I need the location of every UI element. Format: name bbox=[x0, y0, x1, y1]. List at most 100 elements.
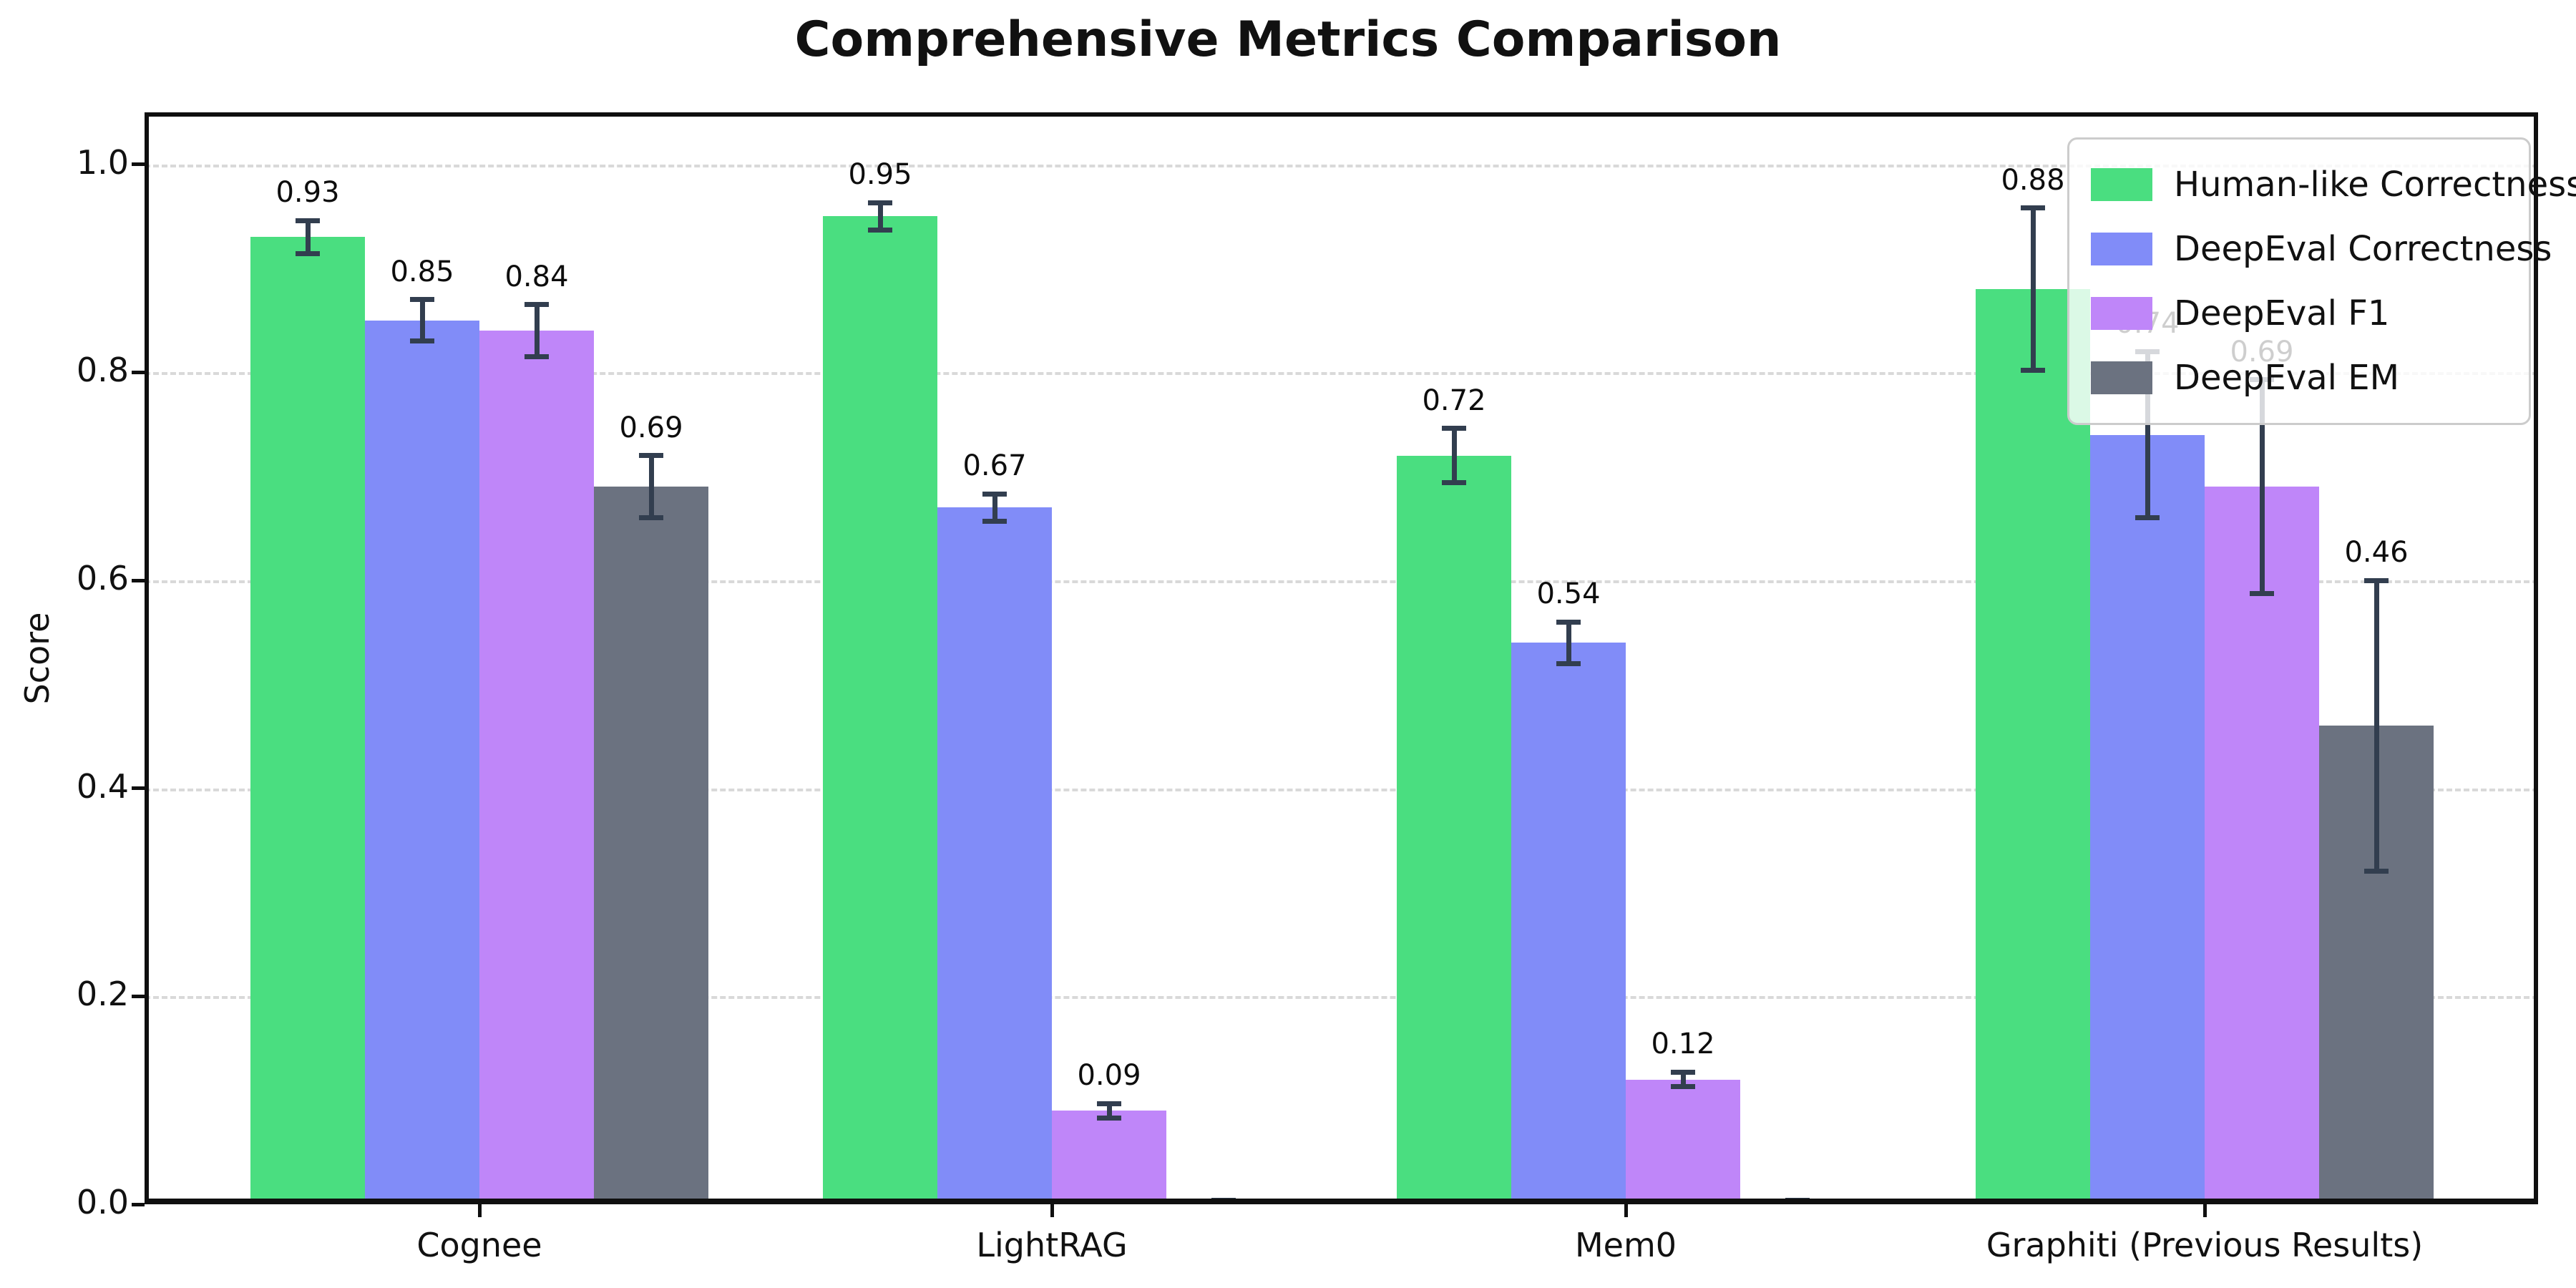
error-bar-cap-top bbox=[639, 453, 663, 459]
y-tick-mark bbox=[132, 162, 145, 167]
y-tick-label: 0.4 bbox=[76, 766, 129, 806]
legend-label: DeepEval EM bbox=[2174, 358, 2399, 398]
error-bar-cap-top bbox=[1097, 1101, 1121, 1106]
y-tick-label: 0.6 bbox=[76, 559, 129, 597]
chart-title: Comprehensive Metrics Comparison bbox=[794, 11, 1782, 68]
legend-label: Human-like Correctness bbox=[2174, 165, 2576, 205]
error-bar-cap-bottom bbox=[868, 227, 892, 233]
legend: Human-like Correctness DeepEval Correctne… bbox=[2067, 137, 2576, 425]
x-tick-label: Cognee bbox=[416, 1226, 542, 1264]
x-tick-mark bbox=[1624, 1204, 1628, 1217]
error-bar-cap-top bbox=[2364, 577, 2389, 583]
bar-value-label: 0.95 bbox=[848, 158, 912, 192]
error-bar-cap-bottom bbox=[1442, 479, 1466, 485]
error-bar bbox=[877, 203, 883, 230]
legend-swatch bbox=[2091, 168, 2152, 201]
y-tick-label: 0.0 bbox=[76, 1183, 129, 1221]
bar-value-label: 0.69 bbox=[619, 411, 683, 444]
error-bar bbox=[2145, 351, 2150, 518]
bar-value-label: 0.72 bbox=[1422, 384, 1486, 417]
error-bar-cap-top bbox=[1442, 426, 1466, 431]
right-spine bbox=[2534, 112, 2538, 1204]
left-spine bbox=[145, 112, 149, 1204]
error-bar-cap-top bbox=[2021, 205, 2045, 211]
legend-item: DeepEval Correctness bbox=[2091, 229, 2552, 269]
plot-area: 0.930.950.720.880.850.670.540.740.840.09… bbox=[145, 112, 2538, 1204]
error-bar-cap-bottom bbox=[296, 251, 320, 257]
bar-value-label: 0.93 bbox=[275, 176, 340, 210]
error-bar bbox=[419, 299, 425, 341]
gridline bbox=[145, 580, 2538, 583]
y-tick-label: 0.2 bbox=[76, 975, 129, 1014]
legend-item: DeepEval EM bbox=[2091, 358, 2507, 398]
x-tick-mark bbox=[2202, 1204, 2207, 1217]
error-bar-cap-bottom bbox=[639, 515, 663, 521]
y-tick-label: 1.0 bbox=[76, 142, 129, 182]
y-tick-label: 0.8 bbox=[76, 351, 129, 390]
gridline bbox=[145, 372, 2538, 376]
error-bar bbox=[1106, 1103, 1112, 1118]
error-bar-cap-bottom bbox=[1097, 1115, 1121, 1121]
bar-value-label: 0.67 bbox=[962, 449, 1027, 483]
bar-deepeval-f1 bbox=[2205, 487, 2319, 1204]
error-bar bbox=[534, 304, 540, 357]
bar-human-like-correctness bbox=[1976, 289, 2090, 1204]
error-bar bbox=[2030, 208, 2036, 371]
error-bar-cap-bottom bbox=[410, 338, 434, 344]
bar-value-label: 0.09 bbox=[1077, 1059, 1141, 1093]
y-tick-mark bbox=[132, 370, 145, 374]
error-bar-cap-top bbox=[296, 218, 320, 223]
error-bar-cap-bottom bbox=[2250, 591, 2274, 597]
error-bar-cap-bottom bbox=[2021, 367, 2045, 373]
legend-item: DeepEval F1 bbox=[2091, 293, 2507, 333]
error-bar-cap-top bbox=[1556, 619, 1581, 625]
error-bar bbox=[1566, 622, 1571, 664]
bar-deepeval-correctness bbox=[365, 320, 479, 1204]
legend-swatch bbox=[2091, 297, 2152, 330]
gridline bbox=[145, 788, 2538, 791]
bar-value-label: 0.84 bbox=[504, 260, 569, 293]
y-tick-mark bbox=[132, 786, 145, 791]
error-bar-cap-top bbox=[410, 297, 434, 303]
top-spine bbox=[145, 112, 2538, 117]
x-tick-mark bbox=[477, 1204, 482, 1217]
error-bar-cap-bottom bbox=[2135, 515, 2160, 521]
error-bar-cap-bottom bbox=[982, 518, 1007, 524]
error-bar-cap-top bbox=[868, 200, 892, 205]
legend-swatch bbox=[2091, 233, 2152, 265]
y-axis-label: Score bbox=[18, 612, 57, 705]
error-bar-cap-bottom bbox=[525, 354, 549, 360]
bar-human-like-correctness bbox=[823, 216, 937, 1204]
error-bar-cap-top bbox=[982, 491, 1007, 497]
bar-human-like-correctness bbox=[1397, 455, 1511, 1204]
bar-deepeval-f1 bbox=[1052, 1111, 1166, 1204]
error-bar bbox=[992, 494, 997, 522]
bar-deepeval-correctness bbox=[937, 507, 1052, 1204]
gridline bbox=[145, 996, 2538, 1000]
x-tick-label: Mem0 bbox=[1574, 1226, 1677, 1264]
error-bar-cap-bottom bbox=[1556, 660, 1581, 666]
bar-value-label: 0.85 bbox=[390, 255, 454, 288]
error-bar-cap-bottom bbox=[1671, 1084, 1695, 1090]
bottom-spine bbox=[145, 1199, 2538, 1204]
bar-value-label: 0.54 bbox=[1536, 577, 1601, 611]
bar-human-like-correctness bbox=[250, 237, 365, 1204]
x-tick-label: LightRAG bbox=[976, 1226, 1128, 1264]
bar-deepeval-f1 bbox=[1626, 1079, 1740, 1204]
error-bar bbox=[648, 455, 654, 518]
x-tick-label: Graphiti (Previous Results) bbox=[1986, 1226, 2424, 1264]
bar-deepeval-correctness bbox=[1511, 643, 1626, 1204]
legend-item: Human-like Correctness bbox=[2091, 165, 2576, 205]
bar-deepeval-em bbox=[594, 487, 708, 1204]
error-bar bbox=[2373, 580, 2379, 872]
error-bar bbox=[2259, 379, 2265, 594]
error-bar bbox=[1680, 1072, 1686, 1087]
y-tick-mark bbox=[132, 578, 145, 582]
y-tick-mark bbox=[132, 1202, 145, 1206]
bar-value-label: 0.12 bbox=[1651, 1028, 1715, 1061]
error-bar-cap-top bbox=[525, 302, 549, 308]
legend-label: DeepEval F1 bbox=[2174, 293, 2390, 333]
y-tick-mark bbox=[132, 994, 145, 998]
error-bar-cap-top bbox=[1671, 1069, 1695, 1075]
legend-label: DeepEval Correctness bbox=[2174, 229, 2552, 269]
